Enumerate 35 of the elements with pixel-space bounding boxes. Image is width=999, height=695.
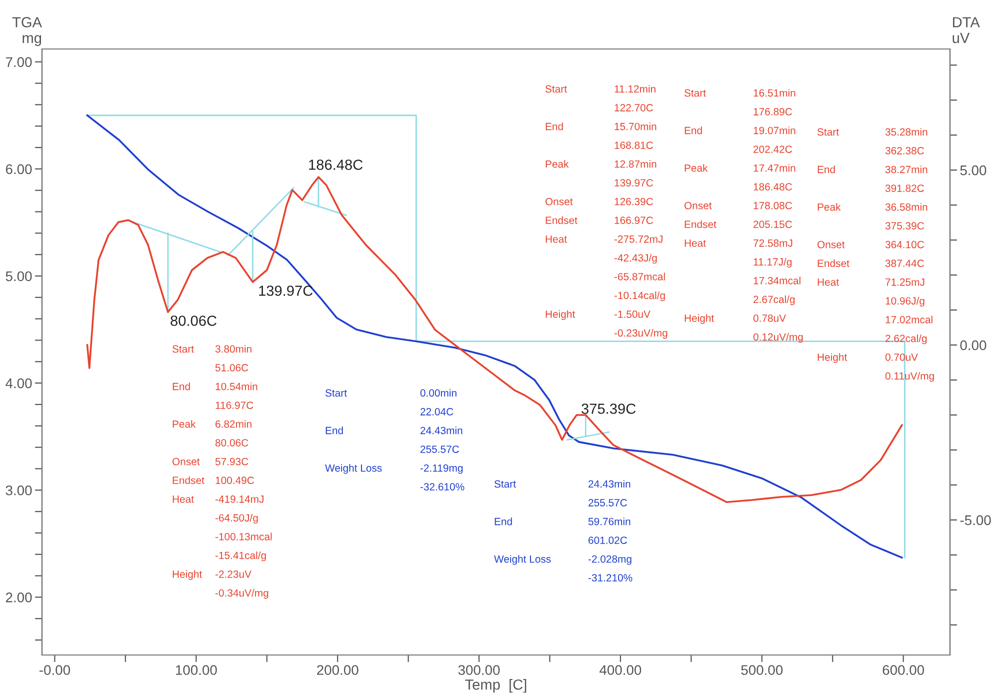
y-tick-label: 7.00 [6, 57, 32, 68]
x-tick-label: 400.00 [600, 665, 642, 675]
text: Start End Weight Loss [494, 480, 551, 565]
x-tick-label: 500.00 [741, 665, 783, 675]
y-axis-title: TGA mg [12, 17, 42, 46]
y2-tick-label: 0.00 [960, 340, 986, 350]
text: Start End Peak Onset Endset Heat Height [817, 128, 850, 363]
text: Start End Peak Onset Endset Heat Height [172, 345, 204, 580]
y-tick-label: 6.00 [6, 164, 32, 174]
text: Start End Peak Onset Endset Heat Height [545, 85, 578, 320]
annotation: 186.48C [309, 160, 363, 170]
annotation: 375.39C [582, 404, 636, 414]
x-axis-title: Temp [C] [465, 679, 526, 693]
text: 3.80min 51.06C 10.54min 116.97C 6.82min 80.06C 57.93C 100.49C -419.14mJ -64.50J/g -100.13mcal -15.41cal/g -2.23uV -0.34uV/mg [215, 345, 272, 599]
text: Start End Weight Loss [325, 389, 382, 474]
x-tick-label: 100.00 [176, 665, 217, 675]
annotation: 24.43min 255.57C 59.76min 601.02C -2.028mg -31.210% [588, 480, 632, 582]
y-tick-label: 3.00 [6, 485, 32, 496]
x-tick-label: 600.00 [882, 665, 924, 675]
annotation: 80.06C [170, 316, 216, 326]
y-tick-label: 2.00 [6, 592, 32, 602]
y2-tick-label: -5.00 [960, 515, 991, 526]
text: 11.12min 122.70C 15.70min 168.81C 12.87min 139.97C 126.39C 166.97C -275.72mJ -42.43J/g -65.87mcal -10.14cal/g -1.50uV -0.23uV/mg [614, 85, 668, 339]
annotation: 0.00min 22.04C 24.43min 255.57C -2.119mg -32.610% [420, 389, 464, 490]
text: 16.51min 176.89C 19.07min 202.42C 17.47min 186.48C 178.08C 205.15C 72.58mJ 11.17J/g 17.34mcal 2.67cal/g 0.78uV 0.12uV/mg [753, 89, 803, 343]
text: 35.28min 362.38C 38.27min 391.82C 36.58min 375.39C 364.10C 387.44C 71.25mJ 10.96J/g 17.02mcal 2.62cal/g 0.70uV 0.11uV/mg [885, 128, 934, 382]
text: Start End Peak Onset Endset Heat Height [684, 89, 716, 324]
y-tick-label: 5.00 [6, 271, 32, 282]
y2-axis-title: DTA uV [952, 17, 980, 44]
y2-tick-label: 5.00 [960, 165, 986, 176]
annotation: 139.97C [259, 286, 313, 296]
y-tick-label: 4.00 [6, 378, 32, 388]
x-tick-label: 200.00 [317, 665, 358, 675]
x-tick-label: 300.00 [458, 665, 500, 675]
x-tick-label: -0.00 [40, 665, 70, 675]
